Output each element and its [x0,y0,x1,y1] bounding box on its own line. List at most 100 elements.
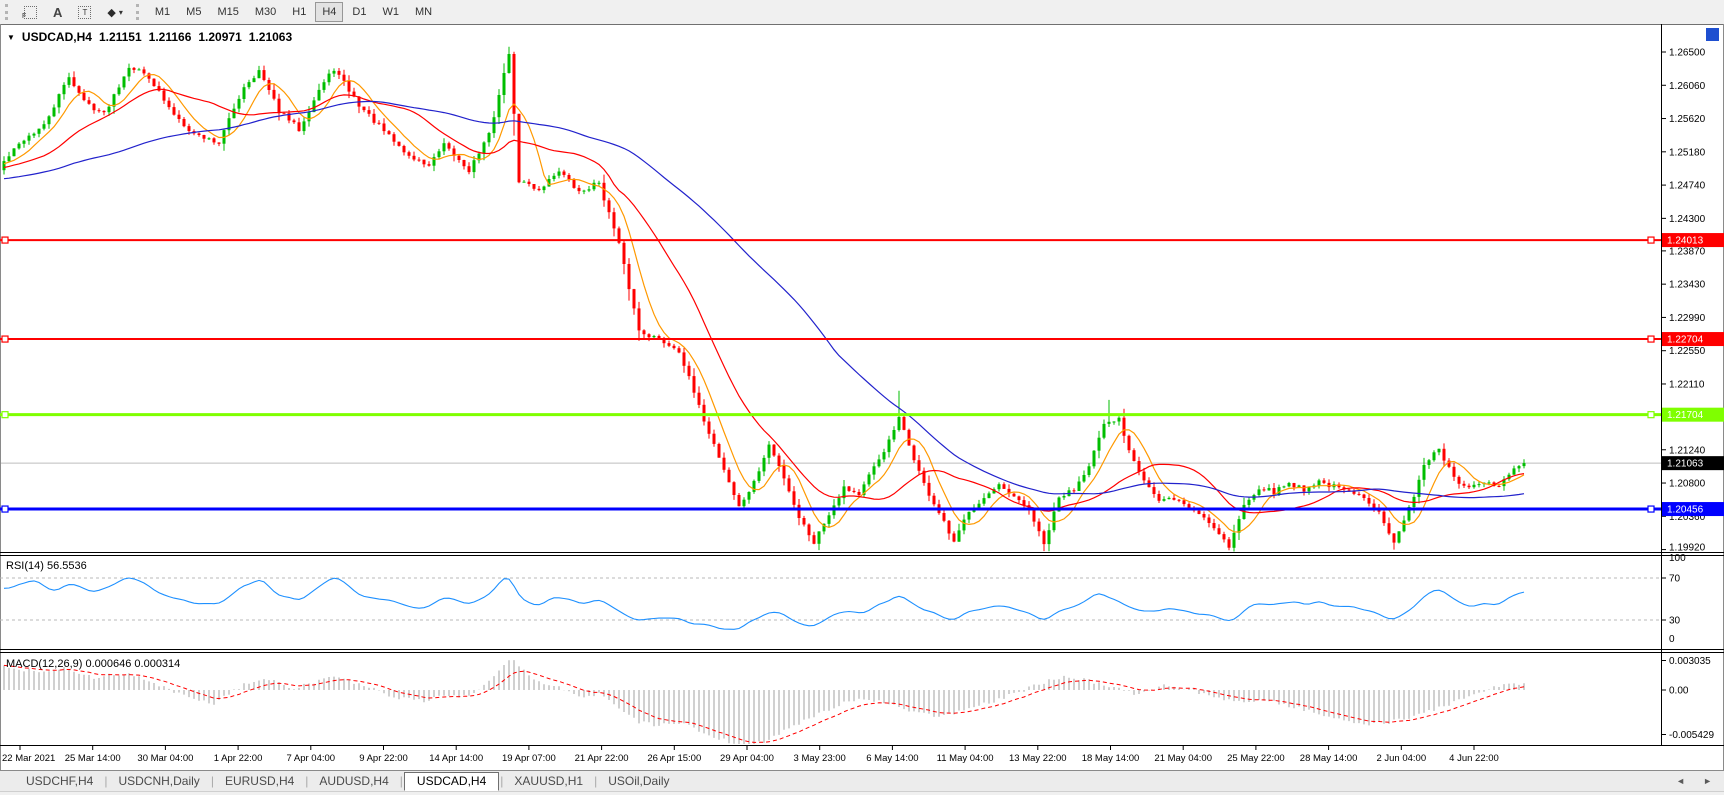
svg-text:1 Apr 22:00: 1 Apr 22:00 [214,753,263,764]
tabs-scroll-right-icon[interactable]: ► [1703,776,1712,786]
svg-text:30: 30 [1669,616,1681,627]
svg-text:1.24300: 1.24300 [1669,214,1706,225]
corner-blue-icon[interactable] [1706,28,1719,41]
svg-text:1.25180: 1.25180 [1669,147,1706,158]
svg-text:14 Apr 14:00: 14 Apr 14:00 [429,753,483,764]
tab-separator: | [594,774,598,788]
toolbar-grip[interactable] [5,4,8,20]
svg-text:1.26060: 1.26060 [1669,81,1706,92]
horizontal-line-1.22704[interactable]: 1.22704 [0,332,1724,347]
svg-text:21 May 04:00: 21 May 04:00 [1154,753,1212,764]
macd-panel: 0.003035 0.00 -0.005429 [3,656,1714,744]
svg-text:29 Apr 04:00: 29 Apr 04:00 [720,753,774,764]
chart-tab-usdchf[interactable]: USDCHF,H4 [26,774,94,788]
rsi-line [3,577,1525,630]
toolbar: F A T ◆ ▾ M1 M5 M15 M30 H1 H4 D1 W1 MN [0,0,1724,24]
tab-separator: | [399,774,403,788]
svg-text:1.24013: 1.24013 [1667,236,1704,247]
chart-tabs-bar: USDCHF,H4 | USDCNH,Daily | EURUSD,H4 | AUDUSD,… [0,770,1724,792]
svg-text:30 Mar 04:00: 30 Mar 04:00 [137,753,193,764]
ma-fast-line [3,73,1525,533]
timeframe-button-m5[interactable]: M5 [186,6,202,18]
chart-tab-audusd[interactable]: AUDUSD,H4 [319,774,389,788]
candles-layer [2,46,1526,552]
svg-text:1.22550: 1.22550 [1669,346,1706,357]
tabs-scroll-left-icon[interactable]: ◄ [1676,776,1686,786]
chart-frame [0,24,1724,770]
svg-text:11 May 04:00: 11 May 04:00 [937,753,994,764]
timeframe-button-w1[interactable]: W1 [382,6,399,18]
svg-text:0.00: 0.00 [1669,686,1689,697]
macd-signal-line [3,664,1525,743]
chart-tab-usoil[interactable]: USOil,Daily [608,774,670,788]
chart-plot-area[interactable]: 1.26500 1.26060 1.25620 1.25180 1.24740 1.243… [0,24,1724,770]
svg-text:13 May 22:00: 13 May 22:00 [1009,753,1067,764]
svg-text:9 Apr 22:00: 9 Apr 22:00 [359,753,408,764]
svg-text:1.23870: 1.23870 [1669,246,1706,257]
timeframe-button-mn[interactable]: MN [414,6,433,18]
ma-medium-line [3,88,1525,514]
horizontal-line-1.24013[interactable]: 1.24013 [0,233,1724,248]
timeframe-button-m30[interactable]: M30 [254,6,277,18]
window-bottom-strip [0,792,1724,795]
timeframe-group: M1 M5 M15 M30 H1 H4 D1 W1 MN [147,2,440,22]
price-axis[interactable]: 1.26500 1.26060 1.25620 1.25180 1.24740 1.243… [1661,48,1706,554]
svg-text:2 Jun 04:00: 2 Jun 04:00 [1376,753,1426,764]
timeframe-button-m1[interactable]: M1 [154,6,171,18]
svg-text:1.19920: 1.19920 [1669,543,1706,554]
svg-text:1.20800: 1.20800 [1669,479,1706,490]
chart-window: 1.26500 1.26060 1.25620 1.25180 1.24740 1.243… [0,24,1724,770]
svg-text:1.24740: 1.24740 [1669,181,1706,192]
tab-separator: | [500,774,504,788]
svg-text:22 Mar 2021: 22 Mar 2021 [2,753,55,764]
svg-text:1.26500: 1.26500 [1669,48,1706,59]
tab-separator: | [104,774,108,788]
arrows-icon[interactable]: ◆ ▾ [107,6,123,19]
chart-tab-usdcnh[interactable]: USDCNH,Daily [118,774,200,788]
svg-text:1.22990: 1.22990 [1669,313,1706,324]
svg-text:1.21704: 1.21704 [1667,410,1704,421]
svg-text:18 May 14:00: 18 May 14:00 [1082,753,1140,764]
svg-text:6 May 14:00: 6 May 14:00 [866,753,918,764]
svg-text:1.21240: 1.21240 [1669,445,1706,456]
svg-text:100: 100 [1669,553,1686,564]
svg-text:19 Apr 07:00: 19 Apr 07:00 [502,753,556,764]
horizontal-line-1.21704[interactable]: 1.21704 [0,407,1724,422]
ma-slow-line [3,100,1525,499]
svg-text:28 May 14:00: 28 May 14:00 [1300,753,1358,764]
text-label-icon[interactable]: T [71,2,98,22]
grid-f-icon[interactable]: F [17,2,44,22]
svg-text:25 May 22:00: 25 May 22:00 [1227,753,1285,764]
timeframe-button-d1[interactable]: D1 [352,6,367,18]
svg-text:1.25620: 1.25620 [1669,114,1706,125]
svg-text:4 Jun 22:00: 4 Jun 22:00 [1449,753,1499,764]
svg-text:25 Mar 14:00: 25 Mar 14:00 [65,753,121,764]
rsi-panel: 100 70 30 0 [0,553,1686,645]
svg-text:1.23430: 1.23430 [1669,280,1706,291]
svg-text:7 Apr 04:00: 7 Apr 04:00 [286,753,335,764]
tab-separator: | [305,774,309,788]
timeframe-button-m15[interactable]: M15 [217,6,239,18]
svg-text:1.22110: 1.22110 [1669,379,1705,390]
timeframe-button-h1[interactable]: H1 [292,6,307,18]
svg-text:0.003035: 0.003035 [1669,656,1711,667]
drawing-tools-group: F A T ◆ ▾ [16,2,131,22]
timeframe-button-h4[interactable]: H4 [315,2,344,22]
text-a-icon[interactable]: A [53,4,63,20]
horizontal-line-1.20456[interactable]: 1.20456 [0,502,1724,517]
svg-text:0: 0 [1669,634,1675,645]
time-axis[interactable]: 22 Mar 2021 25 Mar 14:00 30 Mar 04:00 1 Apr… [2,745,1499,764]
svg-text:1.20456: 1.20456 [1667,505,1704,516]
svg-text:-0.005429: -0.005429 [1669,730,1714,741]
tab-separator: | [210,774,214,788]
current-price-label: 1.21063 [1662,456,1724,471]
chart-tab-xauusd[interactable]: XAUUSD,H1 [514,774,584,788]
chart-tab-eurusd[interactable]: EURUSD,H4 [224,774,295,788]
svg-text:1.21063: 1.21063 [1667,459,1704,470]
svg-text:21 Apr 22:00: 21 Apr 22:00 [575,753,629,764]
svg-text:1.22704: 1.22704 [1667,335,1704,346]
chart-tab-usdcad[interactable]: USDCAD,H4 [403,771,500,791]
svg-text:26 Apr 15:00: 26 Apr 15:00 [647,753,701,764]
toolbar-grip-2[interactable] [135,4,139,20]
